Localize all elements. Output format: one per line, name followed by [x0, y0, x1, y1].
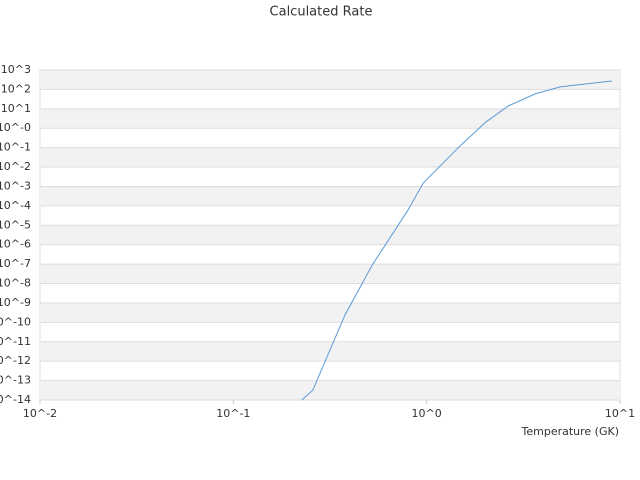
grid-band — [40, 302, 620, 323]
y-tick-label: 10^-12 — [0, 354, 31, 367]
grid-band — [40, 225, 620, 245]
x-tick-label: 10^1 — [605, 407, 635, 420]
grid-band — [40, 108, 620, 129]
grid-band — [40, 264, 620, 284]
y-tick-label: 10^-5 — [0, 218, 31, 231]
y-tick-label: 10^3 — [1, 63, 31, 76]
grid-band — [40, 186, 620, 206]
y-tick-label: 10^-9 — [0, 296, 31, 309]
x-tick-label: 10^-1 — [216, 407, 250, 420]
y-tick-label: 10^1 — [1, 102, 31, 115]
x-tick-label: 10^-2 — [23, 407, 57, 420]
grid-band — [40, 341, 620, 362]
y-tick-label: 10^-8 — [0, 277, 31, 290]
chart-title: Calculated Rate — [270, 5, 373, 20]
y-tick-label: 10^-11 — [0, 335, 31, 348]
data-line — [301, 80, 613, 401]
y-tick-label: 10^-6 — [0, 238, 31, 251]
y-tick-label: 10^-7 — [0, 257, 31, 270]
y-tick-label: 10^-3 — [0, 179, 31, 192]
y-tick-label: 10^-4 — [0, 199, 31, 212]
x-axis-label: Temperature (GK) — [521, 425, 620, 438]
y-tick-label: 10^-14 — [0, 393, 31, 406]
y-tick-label: 10^-2 — [0, 160, 31, 173]
grid-band — [40, 380, 620, 400]
grid-band — [40, 70, 620, 90]
y-tick-label: 10^-1 — [0, 141, 31, 154]
x-tick-label: 10^0 — [412, 407, 442, 420]
y-tick-label: 10^-13 — [0, 374, 31, 387]
grid-band — [40, 147, 620, 168]
y-tick-label: 10^-10 — [0, 315, 31, 328]
y-tick-label: 10^2 — [1, 82, 31, 95]
y-tick-label: 10^-0 — [0, 121, 31, 134]
